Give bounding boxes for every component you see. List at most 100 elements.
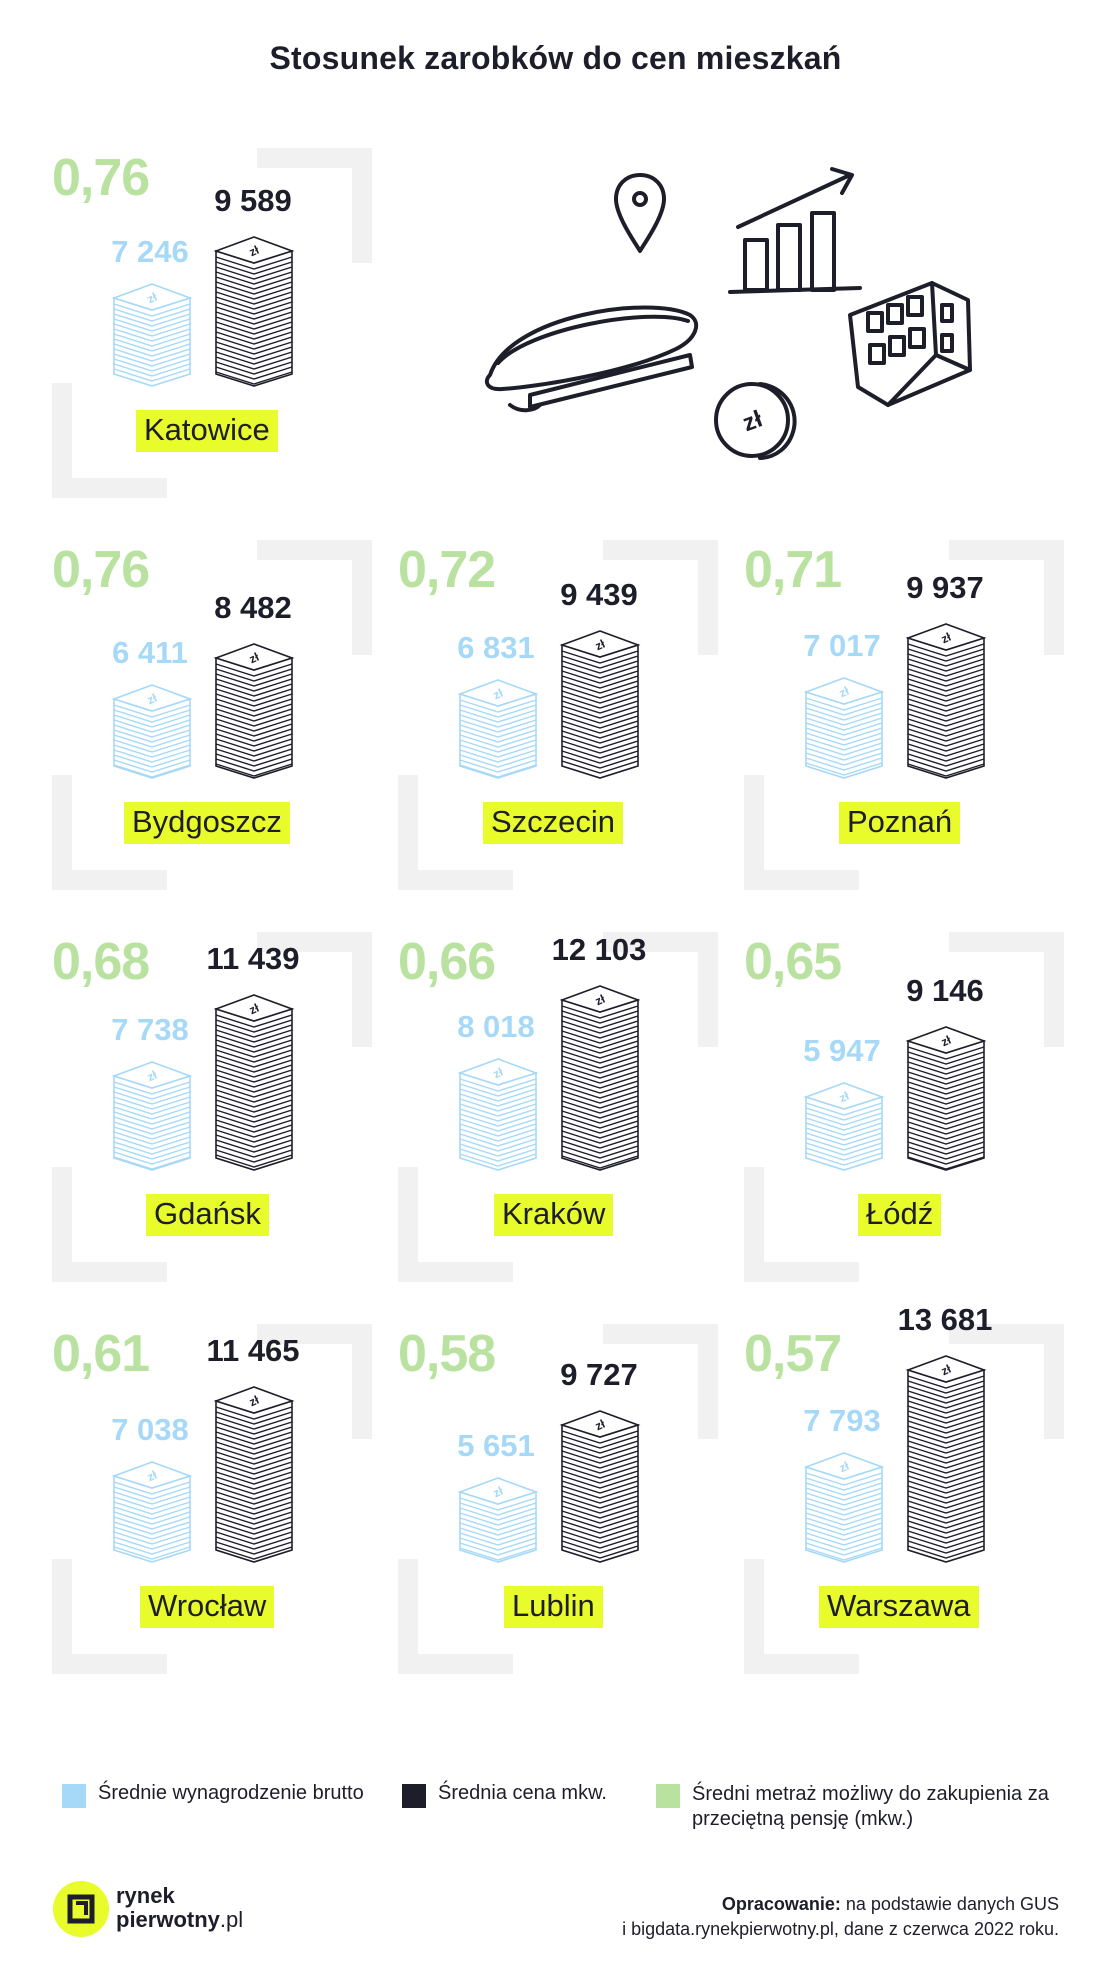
ratio-value: 0,72 — [398, 541, 496, 599]
decorative-illustration: zł — [470, 155, 1030, 475]
corner-bracket — [949, 1324, 1064, 1439]
corner-bracket — [398, 1167, 513, 1282]
price-label: 11 465 — [206, 1333, 300, 1368]
illustration-svg: zł — [484, 167, 972, 460]
ratio-value: 0,68 — [52, 933, 150, 991]
salary-label: 5 947 — [803, 1033, 881, 1068]
corner-bracket — [949, 932, 1064, 1047]
salary-stack-bar: zł — [803, 677, 885, 779]
city-name: Bydgoszcz — [124, 802, 290, 844]
salary-label: 7 738 — [111, 1012, 189, 1047]
price-stack-bar: zł — [559, 1410, 641, 1563]
price-stack-bar: zł — [559, 985, 641, 1171]
city-card: 0,72 zł zł 6 831 9 439 Szczecin — [398, 540, 718, 890]
ratio-value: 0,57 — [744, 1325, 842, 1383]
salary-label: 7 793 — [803, 1403, 881, 1438]
corner-bracket — [744, 1559, 859, 1674]
corner-bracket — [257, 1324, 372, 1439]
legend-item-salary: Średnie wynagrodzenie brutto — [62, 1782, 364, 1808]
price-label: 9 727 — [560, 1357, 638, 1392]
price-stack-bar: zł — [213, 1386, 295, 1563]
city-name: Katowice — [136, 410, 278, 452]
ratio-value: 0,61 — [52, 1325, 150, 1383]
city-card: 0,57 zł zł 7 793 13 681 Warszawa — [744, 1302, 1064, 1674]
corner-bracket — [398, 1559, 513, 1674]
rynekpierwotny-logo[interactable]: rynek pierwotny.pl — [52, 1880, 272, 1942]
corner-bracket — [52, 383, 167, 498]
salary-stack-bar: zł — [457, 1477, 539, 1563]
logo-mark-icon — [53, 1881, 109, 1937]
legend-item-price: Średnia cena mkw. — [402, 1782, 607, 1808]
salary-stack-bar: zł — [457, 679, 539, 779]
salary-stack-bar: zł — [803, 1452, 885, 1563]
building-icon — [848, 281, 972, 407]
salary-stack-bar: zł — [457, 1058, 539, 1171]
logo-suffix: .pl — [219, 1907, 244, 1932]
coin-icon — [714, 382, 797, 460]
price-stack-bar: zł — [213, 643, 295, 779]
city-card: 0,66 zł zł 8 018 12 103 Kraków — [398, 932, 718, 1282]
corner-bracket — [257, 540, 372, 655]
price-stack-bar: zł — [905, 1026, 987, 1171]
ratio-value: 0,66 — [398, 933, 496, 991]
legend-swatch-salary — [62, 1784, 86, 1808]
price-label: 12 103 — [551, 932, 647, 967]
stadium-icon — [484, 305, 699, 413]
corner-bracket — [949, 540, 1064, 655]
city-name: Lublin — [504, 1586, 603, 1628]
price-label: 9 439 — [560, 577, 638, 612]
salary-stack-bar: zł — [111, 283, 193, 387]
city-card: 0,58 zł zł 5 651 9 727 Lublin — [398, 1324, 718, 1674]
price-label: 9 146 — [906, 973, 984, 1008]
source-line1: na podstawie danych GUS — [840, 1894, 1059, 1914]
city-name: Wrocław — [140, 1586, 275, 1628]
city-card: 0,76 zł zł 7 246 9 589 Katowice — [52, 148, 372, 498]
corner-bracket — [52, 775, 167, 890]
salary-label: 7 017 — [803, 628, 881, 663]
city-name: Gdańsk — [146, 1194, 269, 1236]
corner-bracket — [257, 148, 372, 263]
city-card: 0,61 zł zł 7 038 11 465 Wrocław — [52, 1324, 372, 1674]
city-name: Łódź — [858, 1194, 942, 1236]
location-pin-icon — [614, 173, 666, 253]
chart-title: Stosunek zarobków do cen mieszkań — [269, 40, 842, 76]
ratio-value: 0,76 — [52, 149, 150, 207]
city-card: 0,65 zł zł 5 947 9 146 Łódź — [744, 932, 1064, 1282]
salary-stack-bar: zł — [111, 1461, 193, 1563]
legend-label-salary: Średnie wynagrodzenie brutto — [98, 1782, 364, 1804]
salary-label: 6 831 — [457, 630, 535, 665]
coin-label: zł — [739, 405, 766, 437]
corner-bracket — [744, 1167, 859, 1282]
legend-swatch-area — [656, 1784, 680, 1808]
legend-label-price: Średnia cena mkw. — [438, 1782, 607, 1804]
corner-bracket — [603, 1324, 718, 1439]
ratio-value: 0,58 — [398, 1325, 496, 1383]
salary-label: 7 038 — [111, 1412, 189, 1447]
source-prefix: Opracowanie: — [721, 1894, 841, 1914]
price-label: 9 589 — [214, 183, 292, 218]
legend-swatch-price — [402, 1784, 426, 1808]
ratio-value: 0,76 — [52, 541, 150, 599]
growth-chart-icon — [728, 167, 862, 294]
price-stack-bar: zł — [213, 994, 295, 1171]
city-name: Warszawa — [819, 1586, 979, 1628]
price-label: 9 937 — [906, 570, 984, 605]
price-stack-bar: zł — [905, 623, 987, 779]
legend-label-area: Średni metraż możliwy do zakupienia za p… — [692, 1783, 1049, 1830]
ratio-value: 0,65 — [744, 933, 842, 991]
city-card: 0,68 zł zł 7 738 11 439 Gdańsk — [52, 932, 372, 1282]
price-stack-bar: zł — [905, 1355, 987, 1563]
city-name: Kraków — [494, 1194, 614, 1236]
price-stack-bar: zł — [559, 630, 641, 779]
price-label: 11 439 — [206, 941, 300, 976]
salary-label: 6 411 — [112, 635, 188, 670]
salary-stack-bar: zł — [803, 1082, 885, 1171]
salary-label: 7 246 — [111, 234, 189, 269]
city-name: Szczecin — [483, 802, 624, 844]
price-label: 13 681 — [897, 1302, 993, 1337]
logo-line1: rynek — [116, 1883, 175, 1908]
legend: Średnie wynagrodzenie brutto Średnia cen… — [0, 1770, 1111, 1840]
salary-stack-bar: zł — [111, 684, 193, 779]
legend-item-area: Średni metraż możliwy do zakupienia za p… — [656, 1782, 1056, 1832]
source-line2: i bigdata.rynekpierwotny.pl, dane z czer… — [622, 1919, 1059, 1939]
